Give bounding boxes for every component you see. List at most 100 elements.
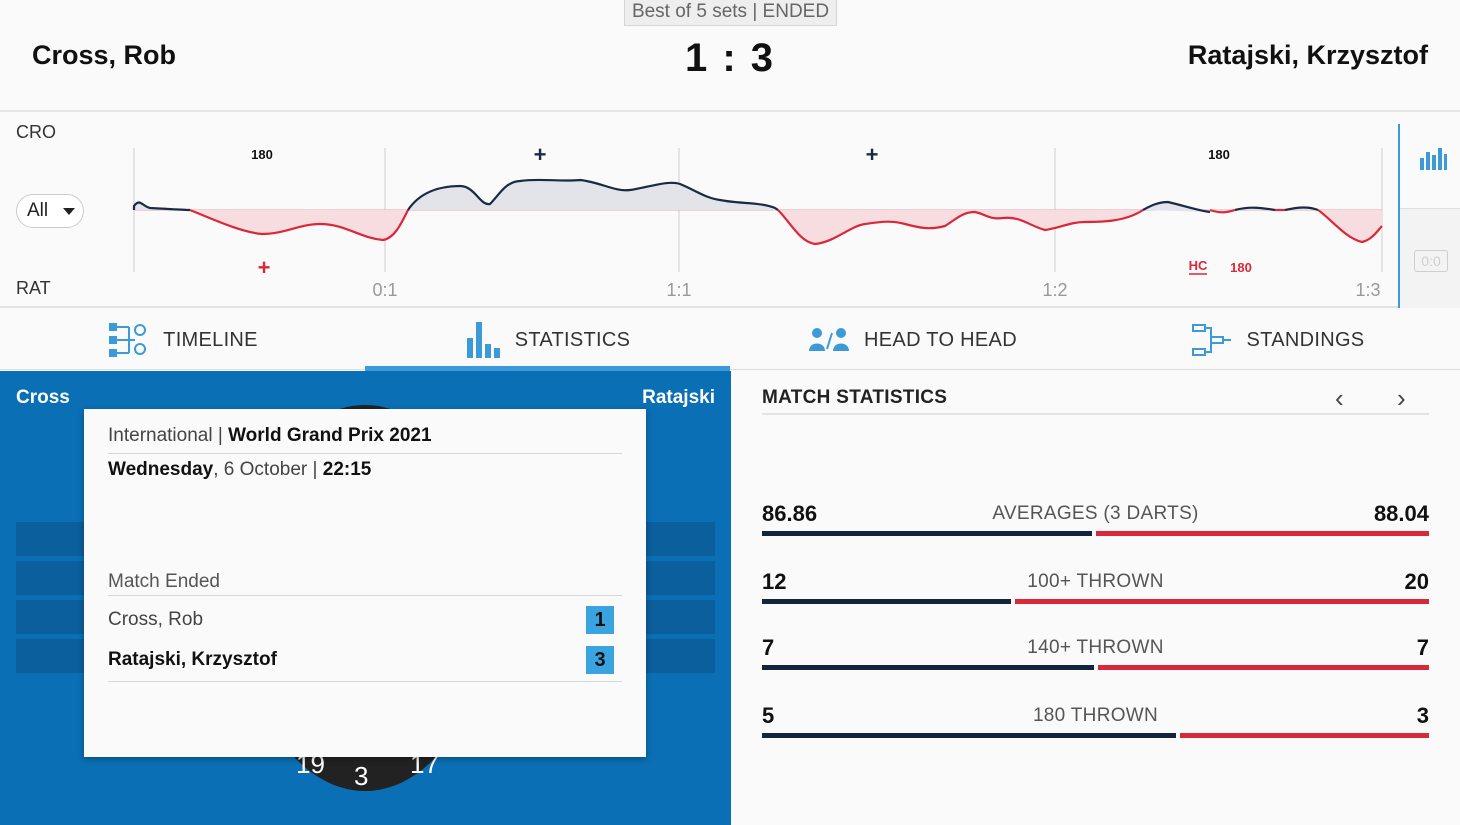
player-row: Ratajski, Krzysztof 3 xyxy=(108,646,614,674)
tab-label: STATISTICS xyxy=(514,328,631,351)
annotation-180-rat: 180 xyxy=(1230,260,1252,275)
stat-value-right: 7 xyxy=(1416,635,1429,660)
player-right-name[interactable]: Ratajski, Krzysztof xyxy=(1187,40,1428,70)
stat-bar-left xyxy=(762,665,1094,670)
leg-score-box[interactable]: 0:0 xyxy=(1414,250,1448,272)
match-day: Wednesday xyxy=(108,459,214,480)
bar-chart-icon xyxy=(466,322,500,358)
match-header: Best of 5 sets | ENDED Cross, Rob 1 : 3 … xyxy=(0,0,1460,112)
people-icon xyxy=(809,328,850,351)
timeline-label-rat: RAT xyxy=(16,278,51,298)
rat-advantage-area xyxy=(190,210,1382,244)
match-datetime: Wednesday, 6 October | 22:15 xyxy=(108,459,372,480)
tab-label: TIMELINE xyxy=(163,328,258,351)
stat-value-left: 5 xyxy=(762,703,775,728)
divider xyxy=(108,681,622,682)
side-panel-lower xyxy=(1400,208,1460,308)
tab-label: STANDINGS xyxy=(1246,328,1365,351)
tournament-category: International xyxy=(108,425,213,446)
annotation-180-cro: 180 xyxy=(251,147,273,162)
tab-standings[interactable]: STANDINGS xyxy=(1095,310,1460,370)
stat-row: AVERAGES (3 DARTS) 86.86 88.04 xyxy=(762,501,1429,541)
stat-label: 180 THROWN xyxy=(1032,705,1159,726)
score-row-bar xyxy=(645,600,715,634)
tab-timeline[interactable]: TIMELINE xyxy=(0,310,365,370)
stat-value-left: 86.86 xyxy=(762,501,818,526)
score-row-bar xyxy=(645,522,715,556)
stat-label: 100+ THROWN xyxy=(1027,571,1164,592)
cro-momentum-line xyxy=(132,178,1319,214)
player-row-name: Cross, Rob xyxy=(108,609,204,630)
player-left-name[interactable]: Cross, Rob xyxy=(32,40,177,70)
stat-row: 140+ THROWN 7 7 xyxy=(762,635,1429,675)
stat-value-right: 20 xyxy=(1404,569,1429,594)
tab-label: HEAD TO HEAD xyxy=(864,328,1017,351)
prev-arrow-icon[interactable]: ‹ xyxy=(1335,383,1344,413)
player-row: Cross, Rob 1 xyxy=(108,606,614,634)
tab-head-to-head[interactable]: HEAD TO HEAD xyxy=(730,310,1095,370)
score-row-bar xyxy=(16,600,86,634)
chevron-down-icon xyxy=(63,208,75,215)
match-date: , 6 October xyxy=(213,459,308,480)
match-info-card: International | World Grand Prix 2021 We… xyxy=(84,409,646,757)
stat-bar-right xyxy=(1098,665,1429,670)
set-marker: 1:2 xyxy=(1042,280,1067,300)
set-marker: 1:3 xyxy=(1355,280,1380,300)
annotation-plus-rat: + xyxy=(258,255,271,280)
annotation-plus-cro: + xyxy=(534,142,547,167)
match-timeline-chart: CRO RAT 180 + + 180 + HC 180 0:1 1:1 1:2… xyxy=(0,114,1460,308)
player-row-name: Ratajski, Krzysztof xyxy=(108,649,277,670)
score-row-bar xyxy=(16,561,86,595)
stat-label: 140+ THROWN xyxy=(1027,637,1164,658)
stat-value-right: 3 xyxy=(1416,703,1429,728)
score-row-bar xyxy=(16,522,86,556)
stat-bar-right xyxy=(1180,733,1429,738)
stat-bar-left xyxy=(762,599,1011,604)
score-row-bar xyxy=(645,639,715,673)
stat-bar-right xyxy=(1096,531,1429,536)
stats-title: MATCH STATISTICS xyxy=(762,387,948,408)
match-time: 22:15 xyxy=(322,459,372,480)
score-row-bar xyxy=(16,639,86,673)
leg-filter-dropdown[interactable]: All xyxy=(16,194,84,228)
sets-badge: 1 xyxy=(586,606,614,634)
set-marker: 0:1 xyxy=(372,280,397,300)
stat-bar-right xyxy=(1015,599,1429,604)
board-number: 3 xyxy=(354,761,369,791)
match-status: Match Ended xyxy=(108,571,220,592)
match-score: 1 : 3 xyxy=(684,36,776,80)
stat-row: 180 THROWN 5 3 xyxy=(762,703,1429,743)
next-arrow-icon[interactable]: › xyxy=(1397,383,1406,413)
cro-advantage-area xyxy=(134,179,1318,212)
sets-badge: 3 xyxy=(586,646,614,674)
bar-chart-icon[interactable] xyxy=(1418,146,1448,172)
annotation-180-cro: 180 xyxy=(1208,147,1230,162)
stat-row: 100+ THROWN 12 20 xyxy=(762,569,1429,609)
match-statistics-panel: MATCH STATISTICS ‹ › AVERAGES (3 DARTS) 8… xyxy=(731,371,1460,825)
scoreboard-name-right: Ratajski xyxy=(642,387,715,408)
stat-value-right: 88.04 xyxy=(1373,501,1429,526)
bracket-icon xyxy=(1191,324,1231,356)
timeline-icon xyxy=(109,323,147,357)
momentum-graph: 180 + + 180 + HC 180 0:1 1:1 1:2 1:3 xyxy=(132,142,1383,300)
divider xyxy=(108,595,622,596)
stat-label: AVERAGES (3 DARTS) xyxy=(992,503,1199,524)
chart-side-panel: 0:0 xyxy=(1398,124,1460,308)
rat-momentum-line xyxy=(189,208,1383,246)
stat-bar-left xyxy=(762,531,1092,536)
stat-value-left: 7 xyxy=(762,635,775,660)
annotation-plus-cro: + xyxy=(866,142,879,167)
tab-statistics[interactable]: STATISTICS xyxy=(365,310,730,371)
stat-bar-left xyxy=(762,733,1176,738)
stat-value-left: 12 xyxy=(762,569,787,594)
annotation-hc-rat: HC xyxy=(1189,258,1208,273)
divider xyxy=(108,453,622,454)
tournament-line: International | World Grand Prix 2021 xyxy=(108,425,432,446)
main-tabs: TIMELINE STATISTICS HEAD TO HEAD STANDIN… xyxy=(0,310,1460,371)
leg-filter-value: All xyxy=(27,200,49,221)
scoreboard-name-left: Cross xyxy=(16,387,70,408)
timeline-label-cro: CRO xyxy=(16,122,56,142)
divider xyxy=(762,413,1429,415)
best-of-badge: Best of 5 sets | ENDED xyxy=(624,0,837,26)
tournament-name[interactable]: World Grand Prix 2021 xyxy=(228,425,432,446)
